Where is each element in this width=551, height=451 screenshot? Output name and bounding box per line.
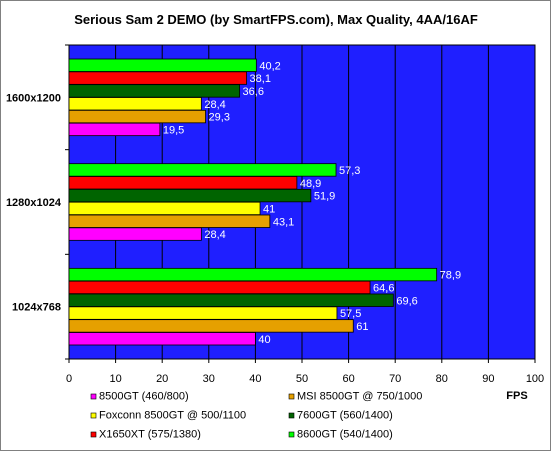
bar-1024x768-2 (68, 306, 338, 320)
legend-entry-0: 8500GT (460/800) (99, 391, 189, 403)
x-tick-label-100: 100 (526, 373, 544, 385)
bar-1600x1200-3 (68, 84, 240, 98)
data-label-1280x1024-1: 43,1 (273, 216, 294, 228)
category-label-2: 1024x768 (12, 302, 61, 314)
bar-1280x1024-0 (68, 227, 202, 241)
legend: 8500GT (460/800) MSI 8500GT @ 750/1000 Fox… (90, 391, 422, 441)
legend-swatch-5 (288, 431, 295, 438)
data-label-1024x768-3: 69,6 (396, 295, 417, 307)
bar-1280x1024-3 (68, 188, 312, 203)
data-label-1024x768-5: 78,9 (440, 270, 461, 282)
x-tick-label-30: 30 (203, 373, 215, 385)
data-label-1280x1024-5: 57,3 (339, 165, 360, 177)
axes-group: 1600x1200 1280x1024 1024x768 0 10 20 30 40 50 60 7… (6, 44, 544, 385)
bar-1024x768-1 (68, 319, 354, 333)
category-label-0: 1600x1200 (6, 92, 61, 104)
bar-1280x1024-4 (68, 176, 298, 190)
x-tick-label-20: 20 (156, 373, 168, 385)
bar-1024x768-4 (68, 280, 371, 295)
bars-group: 19,529,328,436,638,140,228,443,14151,948… (68, 58, 461, 346)
legend-entry-5: 8600GT (540/1400) (297, 429, 393, 441)
data-label-1600x1200-2: 28,4 (204, 99, 225, 111)
bar-1280x1024-2 (68, 201, 261, 216)
legend-entry-1: MSI 8500GT @ 750/1000 (297, 391, 422, 403)
data-label-1600x1200-1: 29,3 (209, 112, 230, 124)
bar-1600x1200-2 (68, 97, 202, 111)
data-label-1024x768-4: 64,6 (373, 282, 394, 294)
bar-1280x1024-5 (68, 163, 337, 177)
x-tick-label-10: 10 (109, 373, 121, 385)
x-tick-label-50: 50 (296, 373, 308, 385)
x-tick-label-70: 70 (389, 373, 401, 385)
legend-swatch-1 (288, 393, 295, 400)
data-label-1280x1024-0: 28,4 (204, 229, 225, 241)
x-tick-label-0: 0 (66, 373, 72, 385)
bar-1600x1200-0 (68, 122, 161, 137)
legend-entry-3: 7600GT (560/1400) (297, 410, 393, 422)
bar-1600x1200-4 (68, 71, 247, 85)
data-label-1600x1200-0: 19,5 (163, 124, 184, 136)
bar-1024x768-0 (68, 332, 256, 346)
legend-entry-4: X1650XT (575/1380) (99, 429, 201, 441)
data-label-1024x768-1: 61 (356, 321, 368, 333)
data-label-1024x768-0: 40 (258, 334, 270, 346)
x-tick-label-90: 90 (482, 373, 494, 385)
bar-1280x1024-1 (68, 214, 271, 228)
x-tick-label-80: 80 (436, 373, 448, 385)
bar-1600x1200-5 (68, 58, 257, 72)
legend-swatch-0 (90, 393, 97, 400)
x-tick-label-60: 60 (342, 373, 354, 385)
data-label-1280x1024-2: 41 (263, 203, 275, 215)
x-axis-label: FPS (506, 390, 527, 402)
legend-swatch-3 (288, 412, 295, 419)
data-label-1024x768-2: 57,5 (340, 308, 361, 320)
x-tick-label-40: 40 (249, 373, 261, 385)
data-label-1600x1200-5: 40,2 (259, 60, 280, 72)
bar-1024x768-5 (68, 267, 438, 282)
data-label-1280x1024-4: 48,9 (300, 178, 321, 190)
chart-title: Serious Sam 2 DEMO (by SmartFPS.com), Ma… (74, 12, 478, 27)
bar-1024x768-3 (68, 293, 394, 307)
legend-swatch-4 (90, 431, 97, 438)
legend-swatch-2 (90, 412, 97, 419)
category-label-1: 1280x1024 (6, 197, 62, 209)
data-label-1280x1024-3: 51,9 (314, 191, 335, 203)
bar-1600x1200-1 (68, 109, 206, 124)
legend-entry-2: Foxconn 8500GT @ 500/1100 (99, 410, 246, 422)
data-label-1600x1200-4: 38,1 (250, 73, 271, 85)
data-label-1600x1200-3: 36,6 (243, 86, 264, 98)
